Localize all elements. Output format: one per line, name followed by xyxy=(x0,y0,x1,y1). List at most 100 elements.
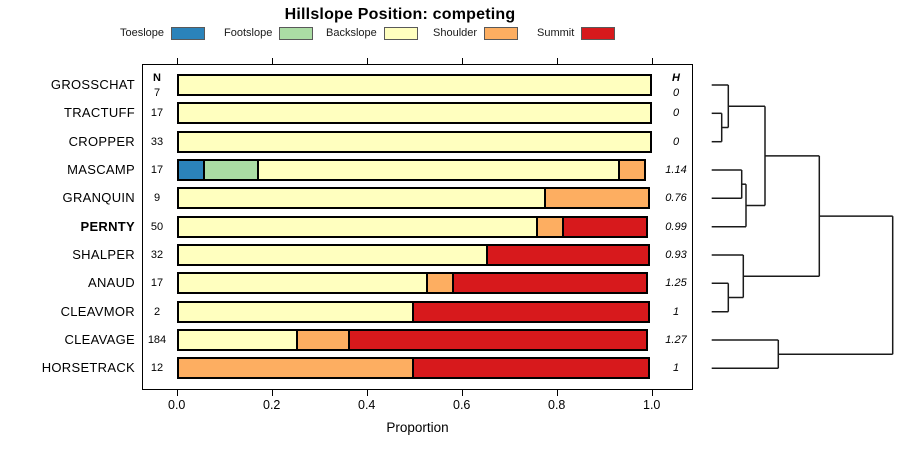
h-value: 1.14 xyxy=(665,163,687,176)
legend-swatch xyxy=(383,26,418,40)
bar-segment-shoulder xyxy=(618,158,646,181)
bar-row xyxy=(176,74,652,96)
axis-tick-label: 1.0 xyxy=(642,398,661,412)
bar-row xyxy=(176,328,648,351)
bar-row xyxy=(176,187,650,210)
axis-tick xyxy=(651,58,654,64)
h-value: 0 xyxy=(672,135,680,148)
axis-tick xyxy=(366,390,369,396)
axis-tick-label: 0.0 xyxy=(167,398,186,412)
h-value: 0 xyxy=(672,87,680,99)
legend-swatch xyxy=(484,26,519,40)
category-label: PERNTY xyxy=(80,218,135,234)
n-value: 2 xyxy=(153,305,161,318)
bar-row xyxy=(176,272,648,295)
h-value: 0 xyxy=(672,107,680,120)
n-value: 184 xyxy=(147,333,167,346)
category-label: GRANQUIN xyxy=(62,190,135,206)
bar-row xyxy=(176,158,646,181)
h-value: 1.25 xyxy=(665,277,687,290)
bar-row xyxy=(176,300,650,323)
bar-row xyxy=(176,130,652,153)
category-label: SHALPER xyxy=(72,246,135,262)
legend-item-footslope: Footslope xyxy=(224,26,314,40)
chart-title: Hillslope Position: competing xyxy=(284,6,516,23)
bar-segment-shoulder xyxy=(535,215,565,238)
axis-tick xyxy=(556,58,559,64)
bar-segment-shoulder xyxy=(295,328,351,351)
bar-segment-backslope xyxy=(176,328,298,351)
bar-segment-backslope xyxy=(176,74,652,96)
bar-segment-backslope xyxy=(176,215,538,238)
bar-segment-summit xyxy=(451,272,648,295)
legend-item-summit: Summit xyxy=(537,26,616,40)
legend-item-toeslope: Toeslope xyxy=(120,26,206,40)
category-label: ANAUD xyxy=(87,275,135,291)
n-value: 9 xyxy=(153,192,161,205)
n-value: 33 xyxy=(150,135,164,148)
bar-segment-toeslope xyxy=(176,158,205,181)
legend-label: Summit xyxy=(537,27,575,39)
bar-segment-backslope xyxy=(176,243,489,266)
legend-swatch xyxy=(279,26,314,40)
h-value: 1.27 xyxy=(665,333,687,346)
n-value: 50 xyxy=(150,220,164,233)
legend-swatch xyxy=(581,26,616,40)
h-value: 0.99 xyxy=(665,220,687,233)
bar-row xyxy=(176,357,650,380)
bar-segment-backslope xyxy=(256,158,621,181)
bar-segment-backslope xyxy=(176,187,547,210)
axis-tick-label: 0.2 xyxy=(262,398,281,412)
axis-tick xyxy=(176,58,179,64)
bar-segment-shoulder xyxy=(425,272,454,295)
h-value: 1 xyxy=(672,362,680,375)
bar-segment-summit xyxy=(562,215,648,238)
axis-tick xyxy=(271,390,274,396)
bar-segment-backslope xyxy=(176,272,428,295)
bar-segment-backslope xyxy=(176,130,652,153)
n-value: 12 xyxy=(150,362,164,375)
h-value: 1 xyxy=(672,305,680,318)
axis-tick xyxy=(651,390,654,396)
bar-segment-shoulder xyxy=(544,187,650,210)
bar-row xyxy=(176,243,650,266)
cluster-dendrogram xyxy=(711,84,894,370)
h-value: 0.93 xyxy=(665,248,687,261)
axis-tick-label: 0.8 xyxy=(547,398,566,412)
n-column-header: N xyxy=(153,72,161,84)
legend-swatch xyxy=(171,26,206,40)
axis-tick xyxy=(366,58,369,64)
n-value: 17 xyxy=(150,107,164,120)
bar-segment-backslope xyxy=(176,102,652,125)
h-value: 0.76 xyxy=(665,192,687,205)
bar-segment-summit xyxy=(486,243,650,266)
bar-row xyxy=(176,102,652,125)
axis-tick xyxy=(271,58,274,64)
category-label: CROPPER xyxy=(68,133,135,149)
axis-tick-label: 0.4 xyxy=(357,398,376,412)
legend-label: Shoulder xyxy=(433,27,478,39)
axis-tick-label: 0.6 xyxy=(452,398,471,412)
axis-tick xyxy=(461,58,464,64)
bar-row xyxy=(176,215,648,238)
x-axis-label: Proportion xyxy=(386,420,449,435)
n-value: 7 xyxy=(153,87,161,99)
legend-item-backslope: Backslope xyxy=(326,26,418,40)
n-value: 17 xyxy=(150,163,164,176)
bar-segment-summit xyxy=(412,300,650,323)
bar-segment-shoulder xyxy=(176,357,415,380)
category-label: CLEAVAGE xyxy=(64,331,135,347)
bar-segment-footslope xyxy=(202,158,259,181)
legend-label: Toeslope xyxy=(120,27,165,39)
axis-tick xyxy=(461,390,464,396)
axis-tick xyxy=(556,390,559,396)
h-column-header: H xyxy=(672,72,680,84)
bar-segment-summit xyxy=(412,357,650,380)
n-value: 17 xyxy=(150,277,164,290)
category-label: TRACTUFF xyxy=(64,105,135,121)
legend-label: Footslope xyxy=(224,27,273,39)
bar-segment-backslope xyxy=(176,300,415,323)
axis-tick xyxy=(176,390,179,396)
category-label: HORSETRACK xyxy=(41,360,135,376)
